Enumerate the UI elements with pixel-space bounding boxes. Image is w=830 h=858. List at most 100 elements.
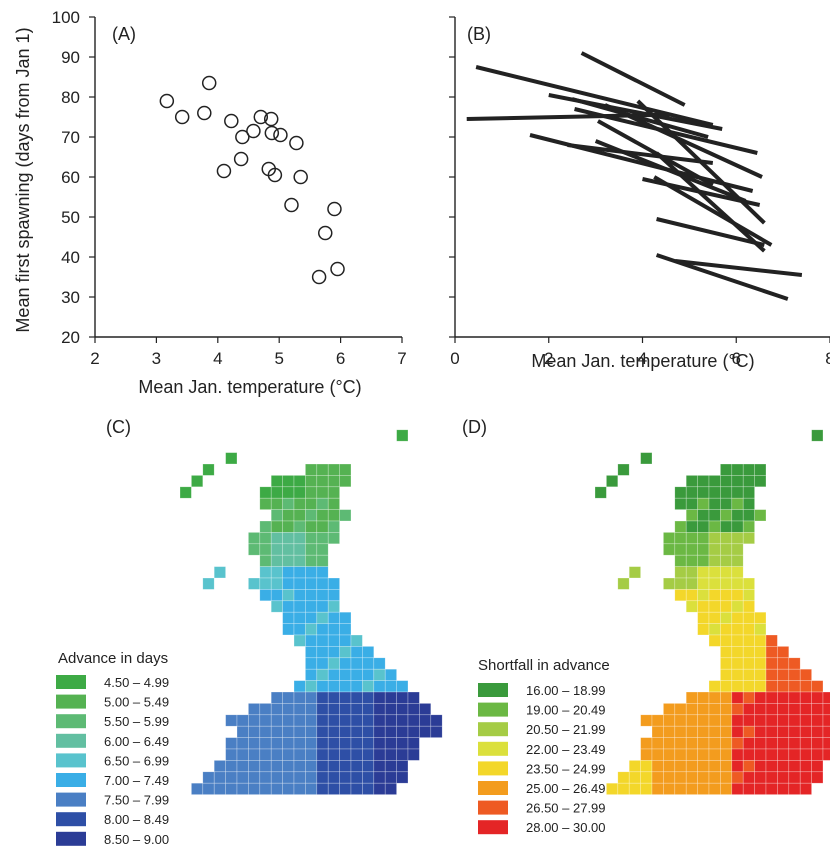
map-grid-cell: [213, 782, 226, 795]
map-grid-cell: [327, 486, 340, 499]
map-grid-cell: [708, 509, 721, 522]
panel-a-x-tick-label: 2: [90, 349, 99, 368]
map-grid-cell: [697, 509, 710, 522]
map-grid-cell: [663, 714, 676, 727]
map-grid-cell: [362, 760, 375, 773]
panel-b-x-axis-title: Mean Jan. temperature (°C): [531, 351, 754, 371]
map-grid-cell: [754, 623, 767, 636]
site-trend-segment: [571, 97, 709, 139]
panel-a-x-tick-label: 5: [274, 349, 283, 368]
map-grid-cell: [396, 714, 409, 727]
map-grid-cell: [742, 475, 755, 488]
map-grid-cell: [708, 760, 721, 773]
map-grid-cell: [270, 782, 283, 795]
map-grid-cell: [339, 509, 352, 522]
map-grid-cell: [339, 623, 352, 636]
map-grid-cell: [708, 680, 721, 693]
map-grid-cell: [640, 782, 653, 795]
map-grid-cell: [384, 680, 397, 693]
map-grid-cell: [811, 714, 824, 727]
map-grid-cell: [305, 497, 318, 510]
map-grid-cell: [663, 703, 676, 716]
map-grid-cell: [788, 782, 801, 795]
map-grid-cell: [754, 657, 767, 670]
legend-label: 6.50 – 6.99: [104, 753, 169, 768]
map-grid-cell: [293, 543, 306, 556]
map-grid-cell: [407, 703, 420, 716]
map-grid-cell: [640, 452, 653, 465]
panel-d-label: (D): [462, 417, 487, 437]
map-grid-cell: [213, 566, 226, 579]
legend-label: 5.00 – 5.49: [104, 695, 169, 710]
map-grid-cell: [754, 737, 767, 750]
legend-swatch: [56, 753, 86, 768]
legend-swatch: [478, 781, 508, 795]
map-grid-cell: [327, 657, 340, 670]
map-grid-cell: [373, 771, 386, 784]
map-grid-cell: [720, 634, 733, 647]
legend-swatch: [56, 714, 86, 729]
map-grid-cell: [822, 737, 830, 750]
map-grid-cell: [282, 475, 295, 488]
map-grid-cell: [663, 760, 676, 773]
map-grid-cell: [742, 668, 755, 681]
map-grid-cell: [293, 714, 306, 727]
map-grid-cell: [720, 657, 733, 670]
map-grid-cell: [811, 680, 824, 693]
legend-label: 26.50 – 27.99: [526, 801, 606, 816]
legend-label: 22.00 – 23.49: [526, 742, 606, 757]
map-grid-cell: [327, 497, 340, 510]
map-grid-cell: [305, 623, 318, 636]
map-grid-cell: [282, 520, 295, 533]
map-grid-cell: [822, 703, 830, 716]
map-grid-cell: [628, 566, 641, 579]
map-grid-cell: [316, 486, 329, 499]
map-grid-cell: [742, 760, 755, 773]
map-grid-cell: [236, 737, 249, 750]
map-grid-cell: [270, 760, 283, 773]
map-grid-cell: [777, 657, 790, 670]
map-grid-cell: [697, 554, 710, 567]
map-grid-cell: [236, 771, 249, 784]
map-grid-cell: [765, 782, 778, 795]
map-grid-cell: [305, 760, 318, 773]
map-grid-cell: [697, 691, 710, 704]
map-grid-cell: [350, 771, 363, 784]
map-grid-cell: [270, 725, 283, 738]
scatter-point: [246, 123, 261, 139]
map-grid-cell: [731, 680, 744, 693]
panel-a-y-tick-label: 100: [52, 8, 80, 27]
map-grid-cell: [282, 737, 295, 750]
map-grid-cell: [305, 782, 318, 795]
map-grid-cell: [282, 600, 295, 613]
map-grid-cell: [685, 725, 698, 738]
map-grid-cell: [788, 714, 801, 727]
map-grid-cell: [606, 782, 619, 795]
map-grid-cell: [282, 509, 295, 522]
panel-d-legend: 16.00 – 18.99 19.00 – 20.49 20.50 – 21.99 2…: [478, 683, 606, 835]
map-grid-cell: [720, 623, 733, 636]
map-grid-cell: [430, 725, 443, 738]
map-grid-cell: [777, 737, 790, 750]
scatter-point: [330, 261, 345, 277]
map-grid-cell: [811, 703, 824, 716]
map-grid-cell: [225, 782, 238, 795]
map-grid-cell: [305, 657, 318, 670]
map-grid-cell: [697, 760, 710, 773]
map-grid-cell: [293, 623, 306, 636]
map-grid-cell: [708, 554, 721, 567]
map-grid-cell: [213, 771, 226, 784]
map-grid-cell: [617, 771, 630, 784]
map-grid-cell: [362, 748, 375, 761]
map-grid-cell: [765, 748, 778, 761]
map-grid-cell: [697, 475, 710, 488]
map-grid-cell: [799, 737, 812, 750]
scatter-point: [264, 125, 280, 141]
map-grid-cell: [788, 737, 801, 750]
map-grid-cell: [685, 691, 698, 704]
map-grid-cell: [282, 486, 295, 499]
map-grid-cell: [674, 520, 687, 533]
map-grid-cell: [742, 577, 755, 590]
map-grid-cell: [282, 782, 295, 795]
map-grid-cell: [316, 600, 329, 613]
